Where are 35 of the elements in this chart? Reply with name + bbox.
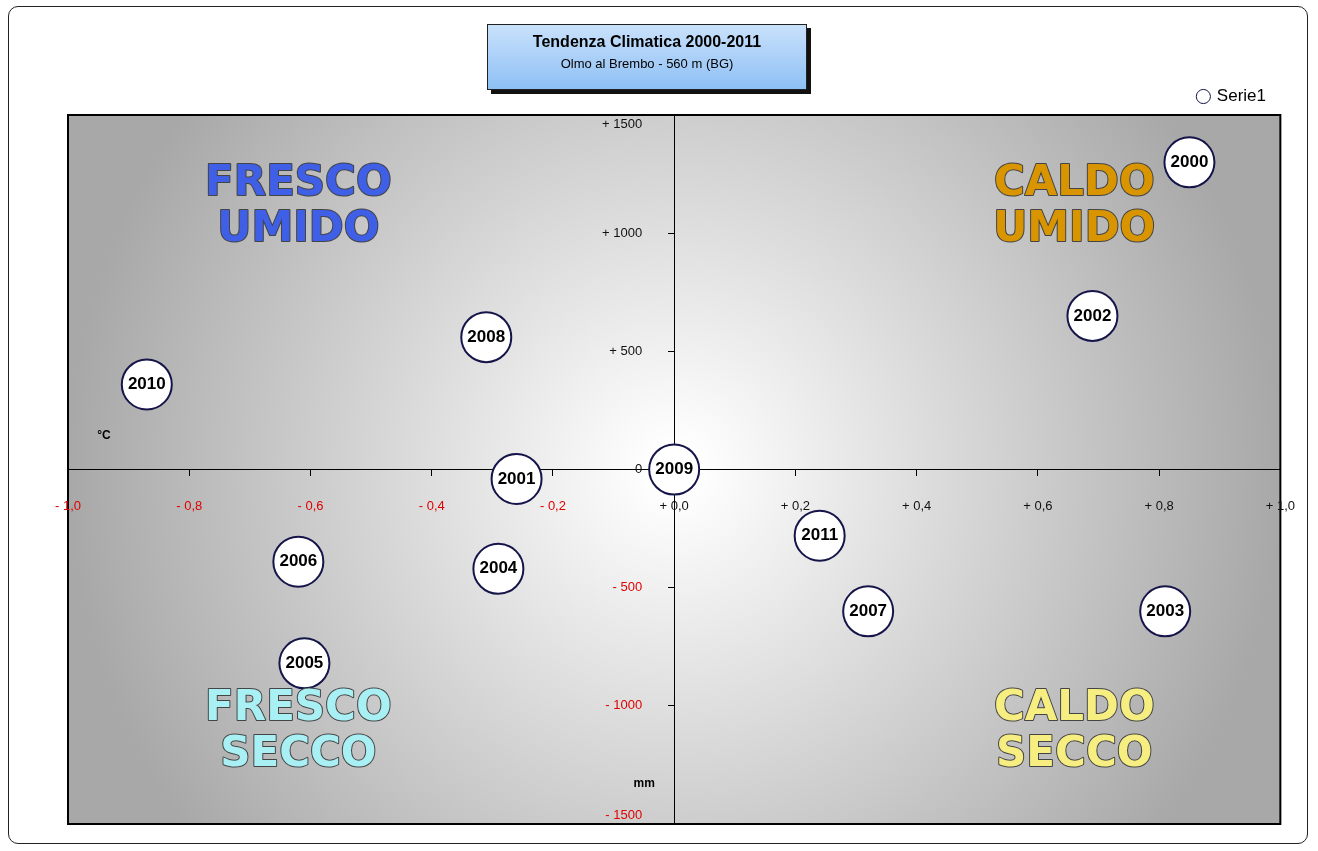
annotation: 2010 bbox=[127, 374, 166, 394]
y-tick-label: + 1500 bbox=[602, 115, 643, 131]
annotation: 2008 bbox=[467, 326, 506, 346]
legend-label: Serie1 bbox=[1216, 86, 1266, 106]
annotation: 2006 bbox=[279, 551, 318, 571]
annotation: 2004 bbox=[479, 558, 518, 578]
y-tick-label: + 500 bbox=[609, 342, 643, 358]
x-tick-label: + 0,8 bbox=[1144, 497, 1174, 513]
annotation: CALDO SECCO bbox=[993, 680, 1155, 776]
annotation: FRESCO SECCO bbox=[205, 680, 392, 776]
y-tick-label: - 1500 bbox=[605, 806, 643, 822]
x-tick-label: - 0,2 bbox=[539, 497, 566, 513]
x-tick-label: - 0,4 bbox=[418, 497, 445, 513]
annotation: 2003 bbox=[1146, 600, 1185, 620]
y-tick-label: - 500 bbox=[612, 579, 643, 595]
x-tick-label: + 0,6 bbox=[1023, 497, 1053, 513]
y-tick-label: + 1000 bbox=[602, 224, 643, 240]
annotation: FRESCO UMIDO bbox=[205, 156, 392, 252]
annotation: mm bbox=[633, 776, 655, 791]
x-tick-label: + 0,4 bbox=[902, 497, 932, 513]
x-tick-label: - 0,8 bbox=[176, 497, 203, 513]
annotation: 2007 bbox=[849, 600, 888, 620]
annotation: 2005 bbox=[285, 652, 324, 672]
annotation: 2000 bbox=[1170, 151, 1209, 171]
x-tick-label: - 0,6 bbox=[297, 497, 324, 513]
chart-subtitle: Olmo al Brembo - 560 m (BG) bbox=[559, 56, 735, 71]
annotation: 2011 bbox=[801, 525, 839, 545]
annotation: 2002 bbox=[1073, 305, 1112, 325]
chart-title: Tendenza Climatica 2000-2011 bbox=[531, 33, 763, 51]
x-tick-label: + 0,2 bbox=[780, 497, 811, 513]
annotation: °C bbox=[97, 427, 112, 442]
annotation: CALDO UMIDO bbox=[993, 156, 1156, 252]
annotation: 2001 bbox=[497, 468, 536, 488]
y-tick-label: - 1000 bbox=[605, 697, 643, 713]
annotation: 2009 bbox=[655, 459, 694, 479]
